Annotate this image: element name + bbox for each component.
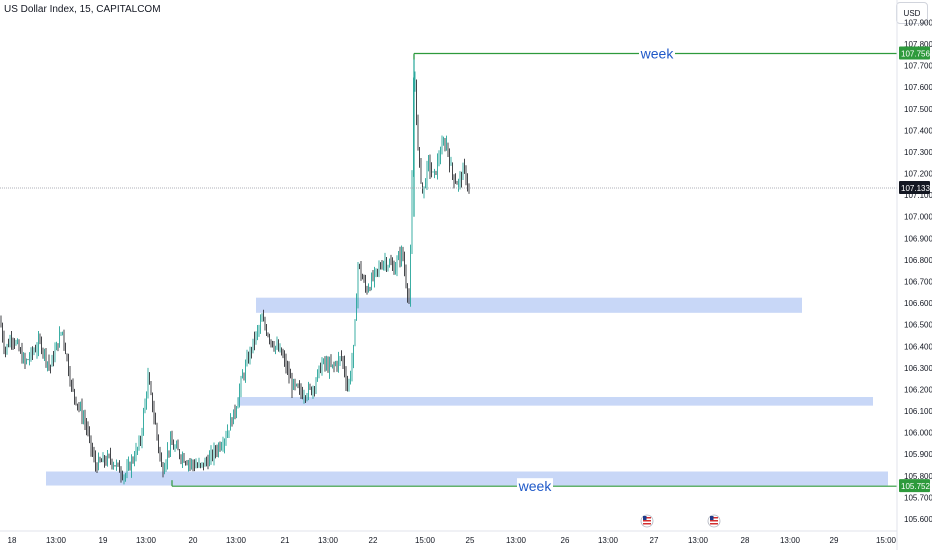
- flag-stripe: [710, 520, 718, 522]
- flag-stripe: [643, 520, 651, 522]
- x-tick-label: 13:00: [780, 536, 801, 545]
- zone-rect[interactable]: [256, 297, 802, 313]
- x-tick-label: 13:00: [598, 536, 619, 545]
- flag-canton: [643, 516, 647, 520]
- zone-rect[interactable]: [46, 471, 888, 486]
- y-tick-label: 106.400: [904, 342, 932, 351]
- x-tick-label: 13:00: [136, 536, 157, 545]
- y-tick-label: 106.300: [904, 364, 932, 373]
- x-tick-label: 13:00: [226, 536, 247, 545]
- week-high-price-tag: 107.756: [901, 50, 930, 59]
- flag-stripe: [710, 517, 718, 519]
- x-tick-label: 25: [466, 536, 475, 545]
- y-tick-label: 107.000: [904, 213, 932, 222]
- flag-stripe: [710, 523, 718, 525]
- flag-canton: [710, 516, 714, 520]
- x-tick-label: 15:00: [876, 536, 897, 545]
- y-tick-label: 106.100: [904, 407, 932, 416]
- y-tick-label: 105.600: [904, 515, 932, 524]
- x-tick-label: 29: [830, 536, 839, 545]
- y-tick-label: 106.800: [904, 256, 932, 265]
- y-axis: 107.900 107.800 107.700 107.600 107.500 107.4…: [899, 18, 932, 524]
- x-tick-label: 15:00: [415, 536, 436, 545]
- zones-layer: [46, 297, 888, 486]
- candles-layer: [0, 54, 470, 485]
- week-low-price-tag: 105.752: [901, 482, 930, 491]
- y-tick-label: 107.800: [904, 40, 932, 49]
- x-tick-label: 13:00: [46, 536, 67, 545]
- x-tick-label: 26: [561, 536, 570, 545]
- x-tick-label: 18: [8, 536, 17, 545]
- y-tick-label: 105.800: [904, 472, 932, 481]
- x-tick-label: 13:00: [318, 536, 339, 545]
- y-tick-label: 107.300: [904, 148, 932, 157]
- events-layer: [640, 514, 721, 528]
- x-tick-label: 21: [281, 536, 290, 545]
- us-flag-event-icon[interactable]: [707, 514, 721, 528]
- y-tick-label: 107.100: [904, 191, 932, 200]
- us-flag-event-icon[interactable]: [640, 514, 654, 528]
- y-tick-label: 107.900: [904, 18, 932, 27]
- x-tick-label: 13:00: [688, 536, 709, 545]
- y-tick-label: 106.700: [904, 278, 932, 287]
- x-tick-label: 22: [369, 536, 378, 545]
- y-tick-label: 107.400: [904, 126, 932, 135]
- y-tick-label: 106.200: [904, 385, 932, 394]
- week-high-price-tag-bg: [899, 46, 930, 60]
- week-level-label-bg: [517, 478, 553, 495]
- zone-rect[interactable]: [238, 397, 873, 406]
- y-tick-label: 105.900: [904, 450, 932, 459]
- current-price-tag-bg: [899, 181, 930, 195]
- flag-stripe: [643, 517, 651, 519]
- y-tick-label: 107.600: [904, 83, 932, 92]
- chart-title: US Dollar Index, 15, CAPITALCOM: [4, 4, 161, 15]
- x-axis: 18 13:00 19 13:00 20 13:00 21 13:00 22 15:00 25 13:…: [8, 536, 897, 545]
- y-tick-label: 107.500: [904, 105, 932, 114]
- x-tick-label: 27: [650, 536, 659, 545]
- y-tick-label: 105.700: [904, 493, 932, 502]
- x-tick-label: 13:00: [506, 536, 527, 545]
- y-tick-label: 106.900: [904, 234, 932, 243]
- week-level-label: week: [640, 46, 675, 62]
- y-tick-label: 107.200: [904, 170, 932, 179]
- week-level-label-bg: [639, 45, 675, 62]
- y-tick-label: 106.500: [904, 321, 932, 330]
- y-tick-label: 106.600: [904, 299, 932, 308]
- current-price-tag: 107.133: [901, 184, 930, 193]
- x-tick-label: 20: [189, 536, 198, 545]
- y-tick-label: 107.700: [904, 62, 932, 71]
- levels-layer: week week: [0, 45, 897, 495]
- y-tick-label: 106.000: [904, 429, 932, 438]
- x-tick-label: 19: [99, 536, 108, 545]
- week-level-label: week: [518, 478, 553, 494]
- x-tick-label: 28: [741, 536, 750, 545]
- flag-stripe: [643, 523, 651, 525]
- week-low-price-tag-bg: [899, 479, 930, 493]
